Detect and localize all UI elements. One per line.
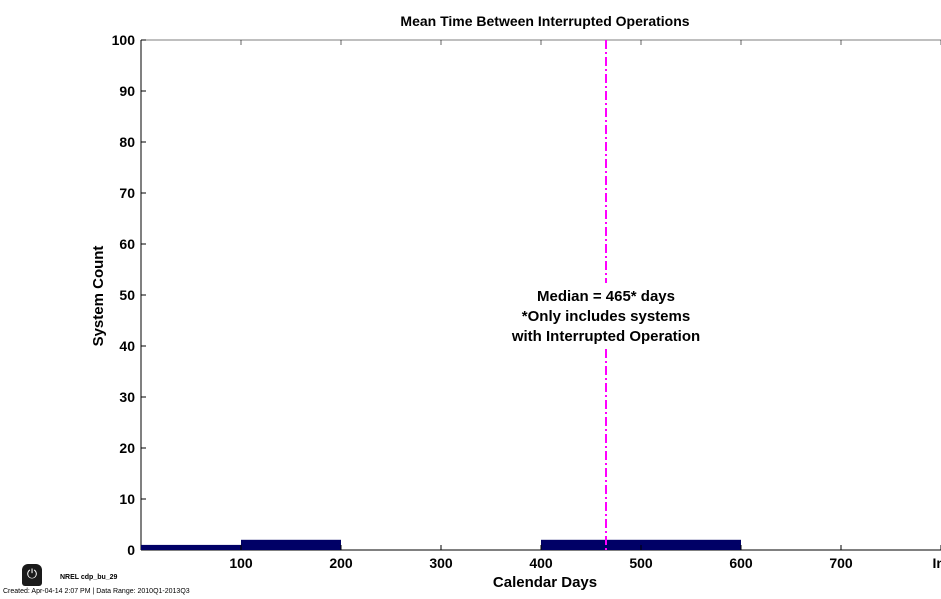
bar	[541, 539, 641, 550]
y-tick-label: 40	[119, 338, 135, 354]
bar	[641, 539, 741, 550]
x-tick-label: 700	[829, 555, 853, 571]
y-tick-label: 0	[127, 542, 135, 558]
x-tick-label: 400	[529, 555, 553, 571]
x-axis-label: Calendar Days	[493, 574, 597, 591]
y-tick-label: 50	[119, 287, 135, 303]
x-tick-label: 100	[229, 555, 253, 571]
y-tick-label: 30	[119, 389, 135, 405]
chart-title: Mean Time Between Interrupted Operations	[400, 13, 689, 29]
x-tick-label: 300	[429, 555, 453, 571]
y-axis-label: System Count	[90, 246, 107, 347]
y-tick-label: 20	[119, 440, 135, 456]
y-tick-label: 60	[119, 236, 135, 252]
x-tick-label: 600	[729, 555, 753, 571]
x-tick-label: 500	[629, 555, 653, 571]
y-tick-label: 90	[119, 83, 135, 99]
x-tick-label: Inf	[932, 555, 941, 571]
y-tick-label: 100	[112, 32, 136, 48]
power-icon: ⏻	[22, 564, 42, 586]
bar	[141, 544, 241, 550]
y-tick-label: 80	[119, 134, 135, 150]
median-annotation: with Interrupted Operation	[511, 328, 700, 345]
y-tick-label: 70	[119, 185, 135, 201]
median-annotation: *Only includes systems	[522, 308, 690, 325]
figure-id: NREL cdp_bu_29	[60, 574, 118, 581]
inf-bar-label: No Interrupted Operation	[932, 209, 941, 411]
created-info: Created: Apr-04-14 2:07 PM | Data Range:…	[3, 588, 190, 595]
bar	[241, 539, 341, 550]
x-tick-label: 200	[329, 555, 353, 571]
y-tick-label: 10	[119, 491, 135, 507]
median-annotation: Median = 465* days	[537, 288, 675, 305]
figure-footer: ⏻ NREL cdp_bu_29 Created: Apr-04-14 2:07…	[0, 560, 420, 599]
